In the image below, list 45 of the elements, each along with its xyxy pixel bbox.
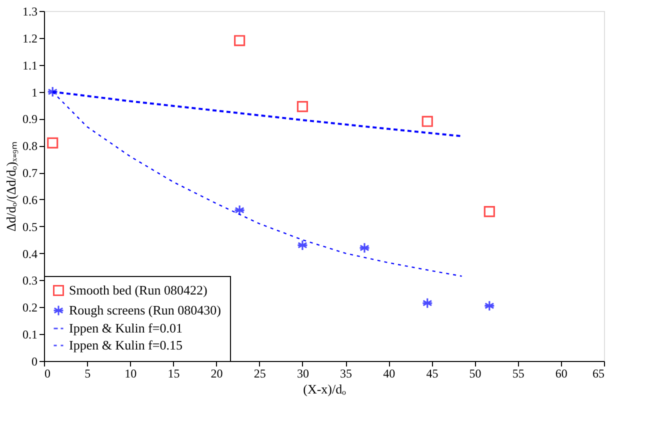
- point: [296, 101, 308, 112]
- y-tick-label: 0.5: [22, 220, 38, 234]
- point: [234, 35, 246, 46]
- point: [47, 137, 58, 148]
- y-tick-label: 1.3: [22, 4, 38, 18]
- x-tick-label: 25: [254, 366, 266, 380]
- y-tick-label: 0.6: [22, 192, 38, 207]
- y-tick-label: 0.3: [22, 274, 38, 288]
- x-tick-label: 5: [84, 366, 91, 380]
- point: [234, 204, 246, 216]
- x-tick-label: 65: [592, 366, 604, 380]
- point: [422, 116, 433, 127]
- y-tick-label: 0.7: [22, 166, 38, 180]
- y-tick-label: 0.9: [22, 112, 38, 126]
- x-tick-label: 50: [469, 366, 482, 380]
- point: [422, 298, 433, 309]
- point: [484, 206, 495, 218]
- y-tick-label: 1: [32, 85, 38, 100]
- y-tick-label: 0.4: [22, 246, 38, 261]
- point: [296, 240, 308, 251]
- x-tick-label: 10: [124, 366, 137, 380]
- point: [47, 86, 58, 98]
- y-axis-title: Δd/dₒ/(Δd/dₒ)ₓ₌₉ₘ: [4, 141, 18, 232]
- y-tick-label: 1.2: [22, 31, 38, 46]
- legend-label: Rough screens (Run 080430): [69, 302, 222, 318]
- legend-label: Smooth bed (Run 080422): [69, 282, 208, 298]
- x-tick-label: 15: [168, 366, 180, 380]
- x-tick-label: 60: [555, 366, 568, 380]
- x-tick-label: 35: [340, 366, 352, 380]
- y-tick-label: 0.2: [22, 300, 38, 315]
- y-tick-label: 1.1: [22, 58, 38, 72]
- x-tick-label: 45: [426, 366, 438, 380]
- y-tick-label: 0.1: [22, 328, 38, 342]
- x-tick-label: 55: [512, 366, 524, 380]
- point: [484, 300, 495, 312]
- x-tick-label: 40: [383, 366, 396, 380]
- x-tick-label: 20: [210, 366, 223, 380]
- point: [358, 242, 370, 254]
- x-axis-title: (X-x)/dₒ: [303, 382, 346, 396]
- y-tick-label: 0.8: [22, 139, 38, 154]
- y-tick-label: 0: [32, 354, 38, 368]
- x-tick-label: 0: [44, 366, 50, 380]
- x-tick-label: 30: [296, 366, 309, 380]
- legend-label: Ippen & Kulin f=0.15: [69, 338, 182, 352]
- legend-label: Ippen & Kulin f=0.01: [69, 320, 182, 336]
